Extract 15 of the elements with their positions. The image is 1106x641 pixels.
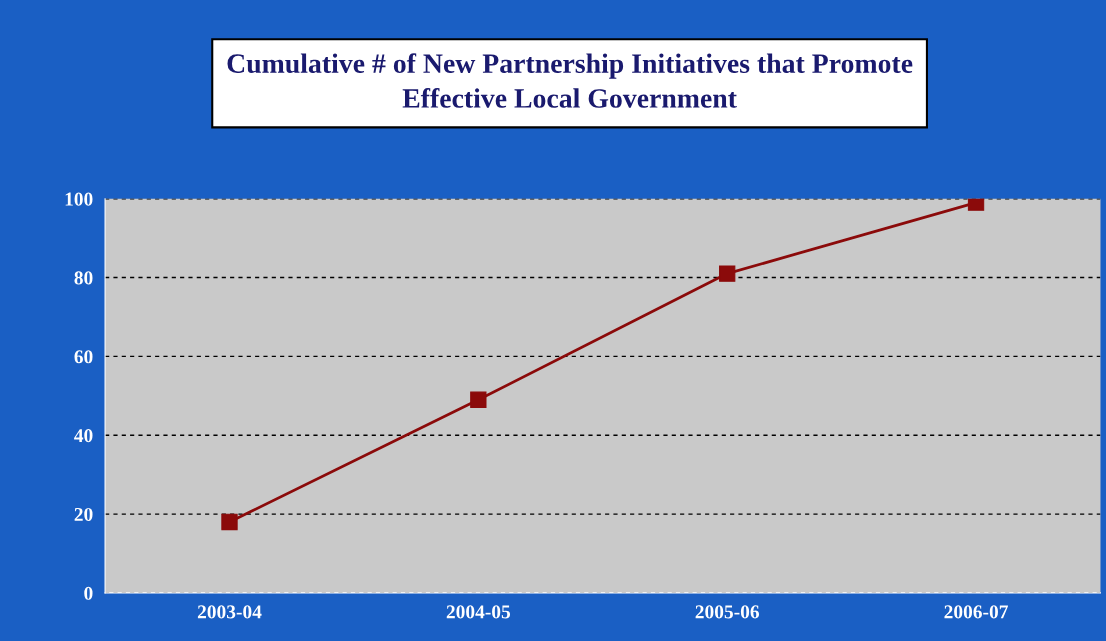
point [967, 198, 985, 211]
y-tick-label: 80 [74, 271, 93, 285]
y-tick-label: 100 [65, 192, 93, 206]
y-tick-label: 60 [74, 350, 93, 364]
x-tick-label: 2005-06 [695, 605, 760, 619]
x-tick-label: 2003-04 [197, 605, 262, 619]
y-tick-label: 40 [74, 429, 93, 443]
point [719, 265, 736, 282]
y-tick-label: 0 [84, 586, 93, 600]
chart-title: Cumulative # of New Partnership Initiatives that Promote Effective Local Government [227, 53, 913, 108]
x-tick-label: 2004-05 [446, 605, 511, 619]
y-tick-label: 20 [74, 507, 93, 522]
point [221, 513, 238, 531]
x-tick-label: 2006-07 [944, 605, 1008, 619]
point [470, 391, 487, 408]
